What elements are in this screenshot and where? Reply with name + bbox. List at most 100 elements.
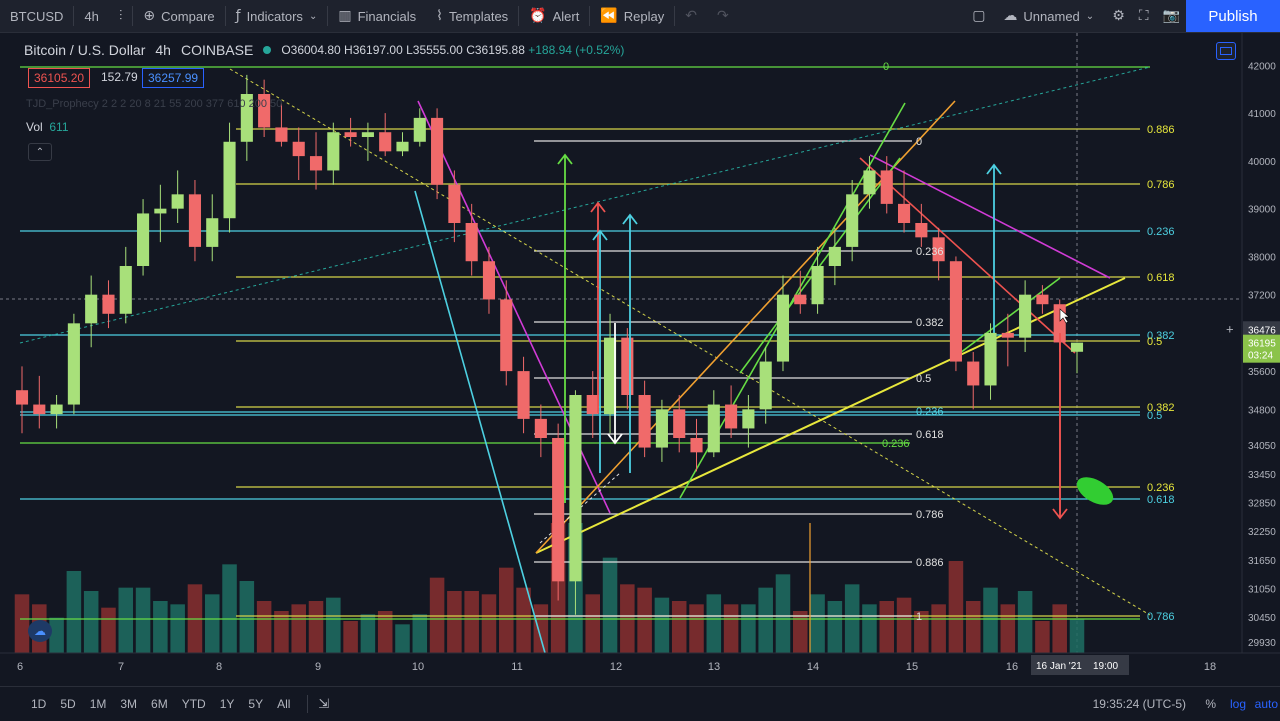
object-tree-button[interactable] [1216,42,1236,60]
candle-body [638,395,651,448]
candle-body [586,395,599,415]
indicators-button[interactable]: ƒ Indicators ⌄ [226,0,328,32]
goto-date-icon[interactable]: ⇲ [318,696,330,712]
tradingview-logo[interactable]: ☁ [28,620,52,642]
redo-button[interactable]: ↷ [707,0,739,32]
interval-selector[interactable]: 4h [74,0,108,32]
price-chart[interactable]: 0.8860.7860.2360.6180.3820.50.3820.50.23… [0,33,1280,686]
layout-name-button[interactable]: ☁ Unnamed ⌄ [999,0,1098,32]
range-1y[interactable]: 1Y [219,697,235,711]
toolbar-divider [674,6,676,26]
candle-body [379,132,392,152]
volume-bar [965,601,981,653]
chart-legend: Bitcoin / U.S. Dollar 4h COINBASE O36004… [24,42,624,58]
legend-ohlc: O36004.80 H36197.00 L35555.00 C36195.88 … [281,43,624,57]
legend-title[interactable]: Bitcoin / U.S. Dollar [24,42,146,58]
price-tick: 33450 [1248,470,1276,481]
candle-body [725,404,738,429]
volume-bar [153,601,168,653]
volume-bar [274,611,289,653]
replay-button[interactable]: ⏪ Replay [590,0,674,32]
undo-button[interactable]: ↶ [675,0,707,32]
auto-toggle[interactable]: auto [1254,697,1278,711]
add-alert-plus-icon[interactable]: + [1226,321,1234,336]
layout-icon[interactable]: ▢ [972,8,986,24]
compare-button[interactable]: ⊕ Compare [133,0,224,32]
indicator-legend[interactable]: TJD_Prophecy 2 2 2 20 8 21 55 200 377 61… [26,98,283,110]
price-tick: 37200 [1248,291,1276,302]
plus-circle-icon: ⊕ [143,8,156,24]
volume-bar [360,614,376,653]
ask-price[interactable]: 36257.99 [142,68,205,88]
arrow [557,153,573,503]
legend-close: C36195.88 [466,43,525,57]
candle-body [206,218,219,247]
price-tick: 31050 [1248,585,1276,596]
fullscreen-icon[interactable]: ⛶ [1138,8,1149,24]
price-tick: 35600 [1248,367,1276,378]
range-6m[interactable]: 6M [151,697,168,711]
candle [655,399,668,462]
candle [240,74,253,161]
arrow [592,229,608,473]
fib-label-mid: 0.786 [916,509,944,521]
volume-bar [983,587,998,653]
chart-pane[interactable]: 0.886 0.786 0.236 0.618 0.382 0.5 0.382 0.5 0.23… [0,33,1280,686]
fib-label-mid: 0.236 [916,246,944,258]
candle [171,170,184,223]
financials-button[interactable]: ▥ Financials [328,0,426,32]
fib-label-right: 0.5 [1147,336,1162,348]
log-toggle[interactable]: log [1229,697,1246,711]
candle-body [707,404,720,453]
fib-label-right: 0.236 [1147,226,1175,238]
candle [828,227,841,286]
highlight-ellipse [1076,477,1114,505]
time-tick: 18 [1204,661,1216,673]
financials-label: Financials [357,8,417,24]
fx-icon: ƒ [235,8,241,24]
fib-label-right: 0.382 [1147,402,1175,414]
candle [413,108,426,147]
time-tick: 10 [412,661,424,673]
time-tick: 16 [1006,661,1018,673]
candle [932,227,945,281]
clock[interactable]: 19:35:24 (UTC-5) [1092,697,1186,711]
candle-body [984,332,997,386]
camera-icon[interactable]: 📷 [1162,8,1180,24]
gear-icon[interactable]: ⚙ [1112,8,1125,24]
volume-bar [931,604,946,653]
candle [396,132,409,157]
candle [67,313,80,415]
candles-icon: ⫶ [118,8,123,24]
publish-button[interactable]: Publish [1186,0,1280,32]
toolbar-divider [132,6,134,26]
range-5y[interactable]: 5Y [248,697,264,711]
alert-label: Alert [552,8,580,24]
symbol-search[interactable]: BTCUSD [0,0,73,32]
volume-bar [1000,604,1016,653]
candle-body [413,117,426,142]
range-5d[interactable]: 5D [60,697,76,711]
range-1m[interactable]: 1M [89,697,107,711]
range-ytd[interactable]: YTD [181,697,206,711]
alert-button[interactable]: ⏰ Alert [519,0,589,32]
price-axis: 42000 41000 40000 39000 38000 37200 36476 36195… [1226,61,1280,649]
chart-type-button[interactable]: ⫶ [109,0,133,32]
volume-bar [516,587,531,653]
bid-price[interactable]: 36105.20 [28,68,91,88]
volume-bars [14,523,1085,653]
templates-icon: ⌇ [436,8,443,24]
candle [776,275,790,372]
volume-bar [447,591,462,653]
candle-body [552,438,565,582]
legend-open: O36004.80 [281,43,341,57]
percent-toggle[interactable]: % [1205,697,1216,711]
range-all[interactable]: All [277,697,291,711]
templates-button[interactable]: ⌇ Templates [426,0,518,32]
candle-body [240,94,253,142]
cloud-icon: ☁ [1003,8,1018,24]
range-3m[interactable]: 3M [120,697,138,711]
candle-body [188,194,202,247]
range-1d[interactable]: 1D [31,697,47,711]
collapse-legend-button[interactable]: ⌃ [28,143,52,161]
